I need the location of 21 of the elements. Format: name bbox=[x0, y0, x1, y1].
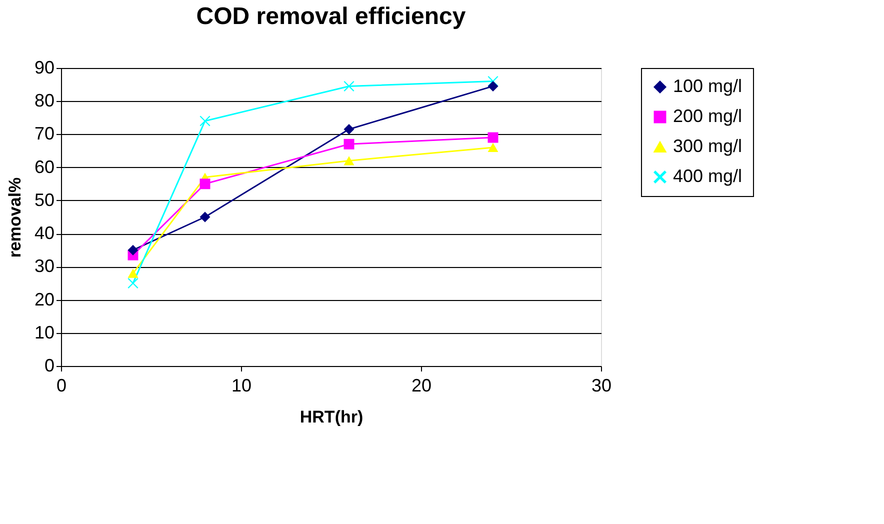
legend-label: 300 mg/l bbox=[673, 136, 742, 156]
legend-label: 400 mg/l bbox=[673, 166, 742, 186]
x-tick-label: 10 bbox=[231, 376, 252, 396]
y-tick-label: 70 bbox=[34, 124, 54, 144]
x-tick-label: 0 bbox=[56, 376, 67, 396]
y-tick-label: 50 bbox=[34, 190, 54, 210]
y-tick-label: 0 bbox=[44, 356, 54, 376]
y-tick-label: 20 bbox=[34, 289, 54, 310]
y-tick-label: 90 bbox=[34, 58, 54, 78]
y-tick-label: 40 bbox=[34, 223, 54, 244]
legend-label: 200 mg/l bbox=[673, 106, 742, 126]
x-axis-title: HRT(hr) bbox=[300, 408, 364, 426]
y-tick-label: 10 bbox=[34, 322, 54, 342]
legend-label: 100 mg/l bbox=[673, 76, 742, 96]
y-axis-title: removal% bbox=[5, 177, 24, 258]
chart-title: COD removal efficiency bbox=[196, 3, 466, 30]
y-tick-label: 80 bbox=[34, 90, 54, 111]
x-tick-label: 30 bbox=[591, 376, 612, 396]
x-tick-label: 20 bbox=[411, 376, 432, 396]
y-tick-label: 30 bbox=[34, 256, 54, 276]
y-tick-label: 60 bbox=[34, 156, 54, 177]
